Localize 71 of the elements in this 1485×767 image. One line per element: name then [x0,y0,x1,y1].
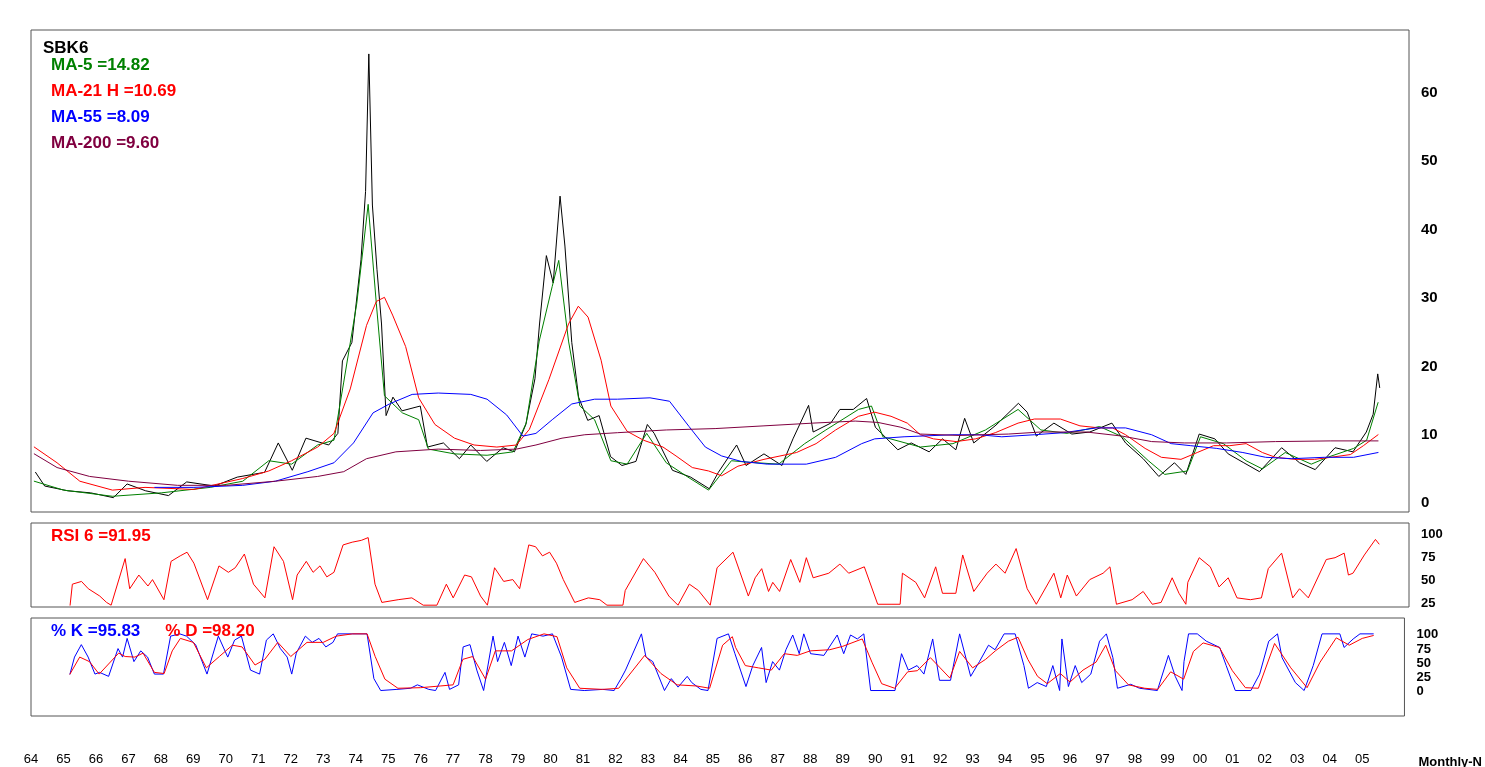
y-tick-label: 0 [1416,683,1424,699]
y-tick-label: 10 [1421,424,1438,442]
x-tick-label: 86 [738,751,753,767]
x-tick-label: 68 [153,751,169,767]
x-tick-label: 65 [56,751,71,767]
y-tick-label: 30 [1421,288,1438,306]
y-tick-label: 100 [1416,626,1439,642]
x-tick-label: 81 [575,751,591,767]
line-series [154,392,1379,488]
x-tick-label: 66 [88,751,104,767]
line-series [35,53,1381,499]
x-tick-label: 77 [445,751,461,767]
x-tick-label: 67 [121,751,136,767]
y-tick-label: 100 [1421,526,1443,542]
series-label: % K =95.83 [51,621,141,640]
text: MA-21 H =10.69 [51,81,177,100]
x-tick-label: 88 [803,751,818,767]
y-tick-label: 50 [1421,151,1438,169]
x-tick-label: 70 [218,751,234,767]
y-tick-label: 75 [1416,640,1431,656]
x-tick-label: 75 [380,751,396,767]
x-tick-label: 02 [1257,751,1273,767]
series-label: % D =98.20 [165,621,255,640]
line-series [33,296,1379,491]
x-tick-label: 95 [1030,751,1045,767]
text: SBK6 [43,38,89,57]
x-tick-label: 89 [835,751,850,767]
x-tick-label: 99 [1160,751,1175,767]
x-tick-label: 82 [608,751,623,767]
x-tick-label: 93 [965,751,980,767]
x-tick-label: 91 [900,751,915,767]
x-tick-label: 97 [1095,751,1110,767]
text: MA-55 =8.09 [51,107,150,126]
x-tick-label: 98 [1127,751,1143,767]
x-tick-label: 84 [673,751,688,767]
y-tick-label: 0 [1421,493,1430,511]
x-tick-label: 85 [705,751,721,767]
y-tick-label: 40 [1421,219,1438,237]
x-tick-label: 96 [1062,751,1078,767]
x-tick-label: 64 [23,751,39,767]
y-tick-label: 50 [1416,654,1431,670]
x-tick-label: 90 [867,751,883,767]
x-tick-label: 76 [413,751,428,767]
x-tick-label: 73 [315,751,331,767]
x-tick-label: 79 [510,751,526,767]
x-tick-label: 74 [348,751,363,767]
x-tick-label: 71 [251,751,266,767]
x-tick-label: 78 [478,751,493,767]
y-tick-label: 60 [1421,83,1438,101]
x-tick-label: 83 [640,751,656,767]
y-tick-label: 75 [1421,549,1436,565]
text: MA-200 =9.60 [51,133,160,152]
x-tick-label: 03 [1290,751,1305,767]
line-series [33,203,1379,497]
x-tick-label: 04 [1322,751,1338,767]
x-tick-label: 72 [283,751,298,767]
y-tick-label: 25 [1421,594,1436,610]
y-tick-label: 20 [1421,356,1438,374]
y-tick-label: 50 [1421,572,1436,588]
y-tick-label: 25 [1416,668,1431,684]
line-series [33,420,1379,486]
text: MA-5 =14.82 [51,55,150,74]
x-tick-label: 69 [186,751,201,767]
x-tick-label: 05 [1355,751,1370,767]
x-tick-label: 00 [1192,751,1208,767]
x-tick-label: 94 [997,751,1013,767]
series-label: RSI 6 =91.95 [51,526,151,545]
x-tick-label: 80 [543,751,558,767]
x-tick-label: 92 [932,751,948,767]
x-tick-label: 87 [770,751,786,767]
x-tick-label: 01 [1225,751,1240,767]
